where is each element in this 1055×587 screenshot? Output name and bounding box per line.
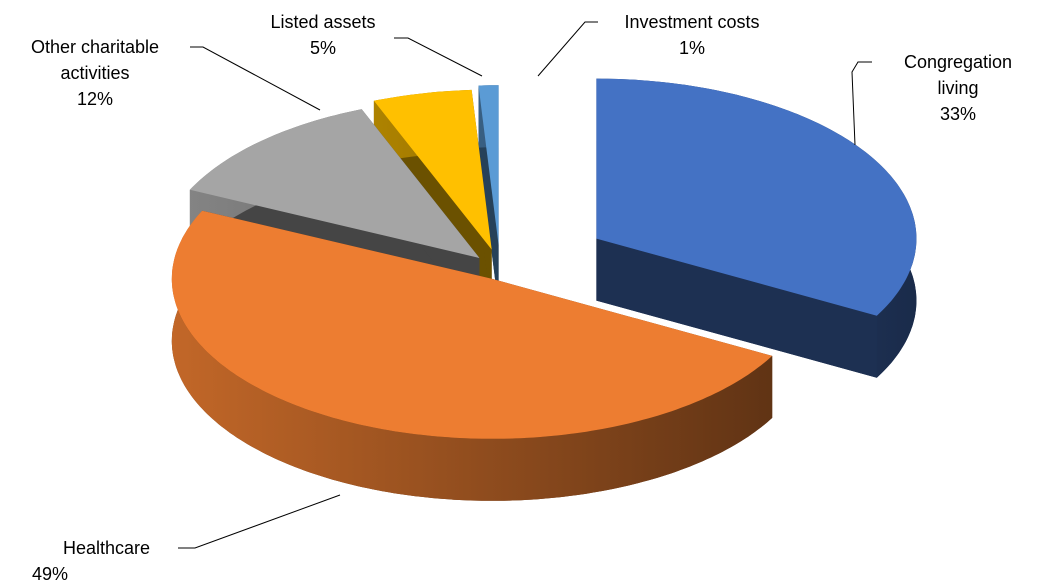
value-label: 33% [939, 104, 977, 124]
data-label: Investment costs 1% [597, 9, 787, 61]
data-label: Congregation living 33% [903, 49, 1013, 127]
value-label: 5% [309, 38, 336, 58]
leader-line [394, 37, 483, 77]
pie [171, 78, 917, 501]
category-label: Other charitable activities [30, 37, 160, 83]
data-label: Healthcare 49% [10, 535, 150, 587]
value-label: 1% [678, 38, 705, 58]
category-label: Healthcare [62, 538, 150, 558]
category-label: Investment costs [624, 12, 760, 32]
slice-outer-wall [171, 210, 773, 501]
leader-lines [178, 21, 872, 549]
value-label: 12% [76, 89, 114, 109]
leader-line [190, 46, 321, 111]
slice [373, 89, 492, 250]
category-label: Listed assets [270, 12, 376, 32]
slice [189, 109, 480, 258]
slice [478, 85, 499, 246]
slice-radial-wall [596, 238, 877, 378]
slice [596, 78, 917, 316]
slice [171, 210, 773, 439]
value-label: 49% [32, 564, 69, 584]
leader-line [851, 61, 872, 146]
category-label: Congregation living [903, 52, 1013, 98]
leader-line [178, 494, 341, 549]
leader-line [537, 21, 598, 77]
data-label: Listed assets 5% [253, 9, 393, 61]
data-label: Other charitable activities 12% [0, 34, 190, 112]
